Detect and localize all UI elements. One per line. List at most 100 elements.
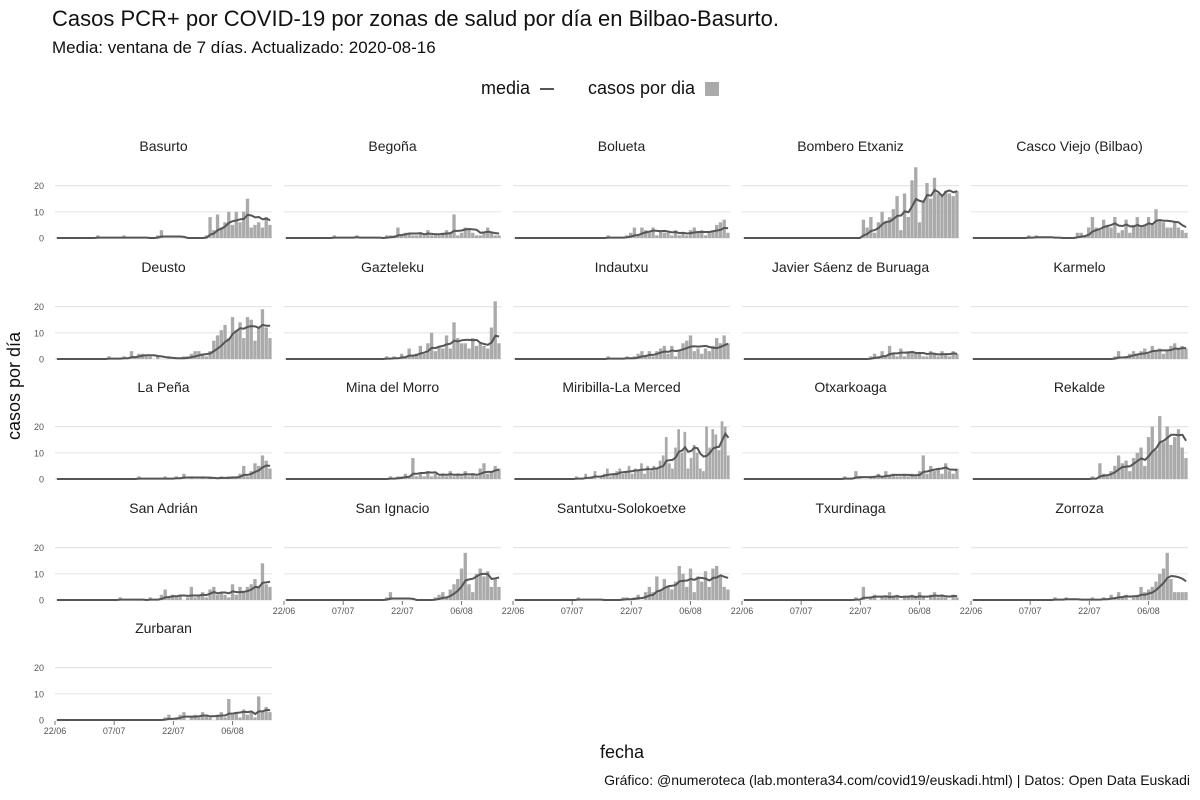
bar bbox=[1161, 353, 1166, 359]
panel-title: San Adrián bbox=[129, 500, 198, 516]
bar bbox=[482, 345, 486, 359]
mean-line bbox=[972, 347, 1187, 360]
panel-title: Begoña bbox=[368, 138, 416, 154]
mean-line bbox=[56, 323, 271, 360]
panel-title: Basurto bbox=[139, 138, 187, 154]
panel-title: Bolueta bbox=[598, 138, 646, 154]
bar bbox=[929, 351, 933, 359]
bar bbox=[411, 458, 415, 479]
bar bbox=[670, 345, 674, 359]
bar bbox=[238, 586, 242, 600]
bar bbox=[1098, 230, 1102, 238]
panel-basurto: Basurto 0 10 20 bbox=[34, 138, 272, 244]
panel-title: Zurbaran bbox=[135, 620, 192, 636]
bar bbox=[403, 232, 408, 238]
bar bbox=[655, 235, 659, 238]
bar bbox=[726, 589, 730, 600]
bar bbox=[159, 230, 164, 238]
bar bbox=[448, 232, 452, 238]
bar bbox=[895, 356, 899, 359]
bar bbox=[437, 476, 441, 479]
legend-swatch-line bbox=[539, 87, 554, 90]
bar bbox=[1139, 351, 1143, 359]
bar bbox=[854, 471, 858, 479]
bar bbox=[717, 450, 721, 479]
bar bbox=[681, 573, 685, 600]
bar bbox=[932, 353, 937, 359]
y-tick-label: 0 bbox=[39, 596, 44, 606]
y-tick-label: 20 bbox=[34, 302, 44, 312]
y-tick-label: 10 bbox=[34, 207, 44, 217]
bar bbox=[726, 455, 730, 479]
bar bbox=[599, 476, 603, 479]
bar bbox=[658, 589, 663, 600]
bar bbox=[257, 465, 261, 479]
bar bbox=[1180, 447, 1184, 479]
bar bbox=[467, 476, 471, 479]
bar bbox=[1176, 348, 1181, 359]
mean-line bbox=[285, 572, 500, 601]
bar bbox=[463, 343, 467, 359]
x-tick-label: 22/07 bbox=[162, 726, 185, 736]
bar bbox=[441, 232, 445, 238]
panel-title: Karmelo bbox=[1053, 259, 1105, 275]
bar bbox=[1184, 458, 1188, 479]
bar bbox=[655, 576, 659, 600]
bar bbox=[411, 235, 415, 238]
bar bbox=[1124, 594, 1128, 600]
bar bbox=[249, 712, 253, 720]
bar bbox=[722, 335, 726, 359]
bar bbox=[463, 227, 467, 238]
bar bbox=[906, 351, 910, 359]
bar bbox=[640, 463, 643, 479]
bar bbox=[418, 232, 423, 238]
bar bbox=[219, 592, 223, 600]
bar bbox=[720, 421, 724, 479]
bar bbox=[921, 356, 925, 359]
bar bbox=[1146, 353, 1151, 359]
bar bbox=[441, 473, 445, 479]
bar bbox=[718, 343, 723, 359]
bar bbox=[685, 340, 689, 359]
bar bbox=[497, 586, 501, 600]
bar bbox=[1124, 219, 1128, 238]
bar bbox=[223, 222, 227, 238]
bar bbox=[456, 338, 460, 359]
panel-title: Gazteleku bbox=[361, 259, 424, 275]
bar bbox=[696, 232, 700, 238]
bar bbox=[655, 468, 659, 479]
bar bbox=[643, 473, 646, 479]
mean-line bbox=[972, 433, 1187, 480]
bar bbox=[189, 586, 194, 600]
bar bbox=[489, 232, 494, 238]
bar bbox=[692, 351, 696, 359]
bar bbox=[422, 476, 426, 479]
bar bbox=[474, 476, 479, 479]
bar bbox=[936, 468, 940, 479]
bar bbox=[940, 473, 944, 479]
panel-title: Txurdinaga bbox=[815, 500, 885, 516]
x-tick-label: 22/07 bbox=[620, 606, 643, 616]
bar bbox=[606, 468, 609, 479]
panel-zurbaran: Zurbaran 0 10 20 22/06 07/07 22/07 06/08 bbox=[34, 620, 272, 736]
bar bbox=[1116, 351, 1121, 359]
bar bbox=[688, 568, 693, 600]
bar bbox=[242, 592, 246, 600]
bar bbox=[493, 579, 497, 600]
bar bbox=[208, 351, 212, 359]
bar bbox=[666, 353, 670, 359]
bar bbox=[407, 348, 411, 359]
bar bbox=[1184, 348, 1188, 359]
bar bbox=[1184, 592, 1188, 600]
bar bbox=[414, 353, 419, 359]
bar bbox=[1180, 345, 1184, 359]
bar bbox=[129, 351, 134, 359]
x-tick-label: 06/08 bbox=[908, 606, 931, 616]
panel-title: Rekalde bbox=[1054, 379, 1106, 395]
panel-otxarkoaga: Otxarkoaga bbox=[742, 379, 959, 480]
bar bbox=[260, 309, 265, 359]
bar bbox=[932, 471, 937, 479]
panel-title: Zorroza bbox=[1055, 500, 1103, 516]
bar bbox=[668, 463, 671, 479]
bar bbox=[711, 230, 715, 238]
